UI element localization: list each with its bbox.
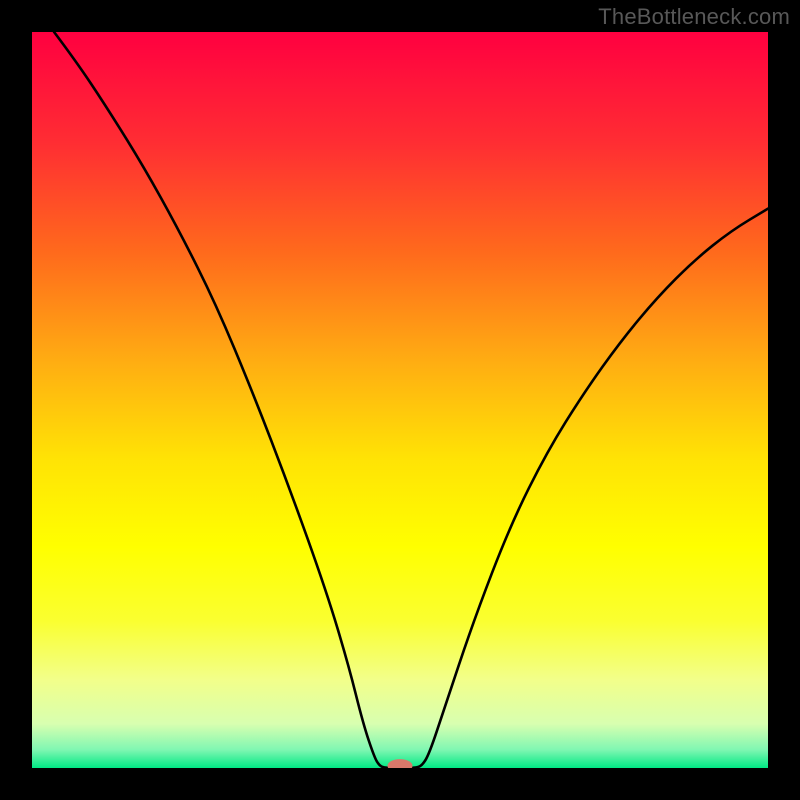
gradient-background <box>32 32 768 768</box>
bottleneck-chart: TheBottleneck.com <box>0 0 800 800</box>
plot-area <box>32 32 768 772</box>
watermark-text: TheBottleneck.com <box>598 4 790 30</box>
chart-svg <box>0 0 800 800</box>
